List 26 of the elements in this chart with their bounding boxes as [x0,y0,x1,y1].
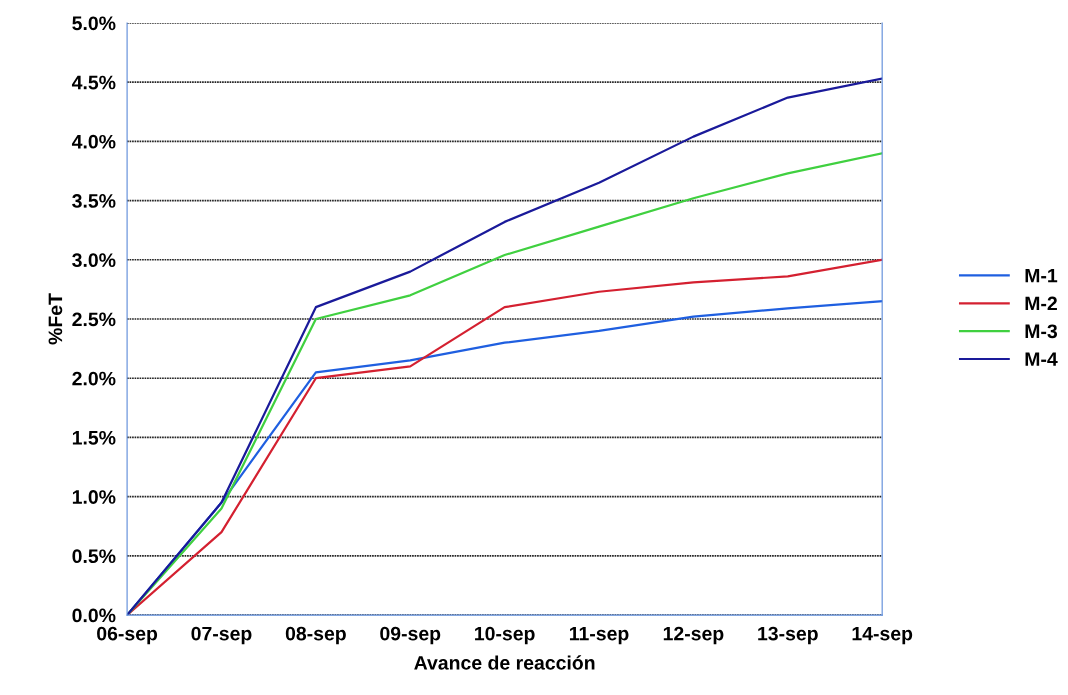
y-axis-title: %FeT [48,293,63,345]
y-tick-label: 5.0% [72,16,116,31]
x-tick-label: 14-sep [852,626,913,645]
x-tick-label: 09-sep [380,626,441,645]
x-tick-label: 06-sep [97,626,158,645]
y-tick-label: 3.0% [72,253,116,268]
y-tick-label: 4.0% [71,134,116,149]
y-tick-label: 2.5% [72,312,116,327]
x-tick-label: 10-sep [475,626,535,645]
legend-label: M-4 [1025,352,1058,366]
x-tick-label: 07-sep [191,626,252,645]
legend-label: M-3 [1025,324,1058,339]
x-tick-label: 13-sep [758,626,818,645]
x-axis-title: Avance de reacción [414,655,595,670]
y-tick-label: 0.0% [72,608,116,623]
legend-label: M-1 [1025,268,1058,283]
y-tick-label: 1.0% [72,490,116,504]
y-tick-label: 2.0% [72,371,116,386]
x-tick-label: 08-sep [285,626,346,645]
y-tick-label: 3.5% [72,194,116,208]
x-tick-label: 12-sep [663,626,724,645]
legend-label: M-2 [1025,296,1057,311]
y-tick-label: 0.5% [72,549,116,564]
y-tick-label: 1.5% [72,430,116,445]
y-tick-label: 4.5% [71,75,116,90]
x-tick-label: 11-sep [569,626,629,645]
